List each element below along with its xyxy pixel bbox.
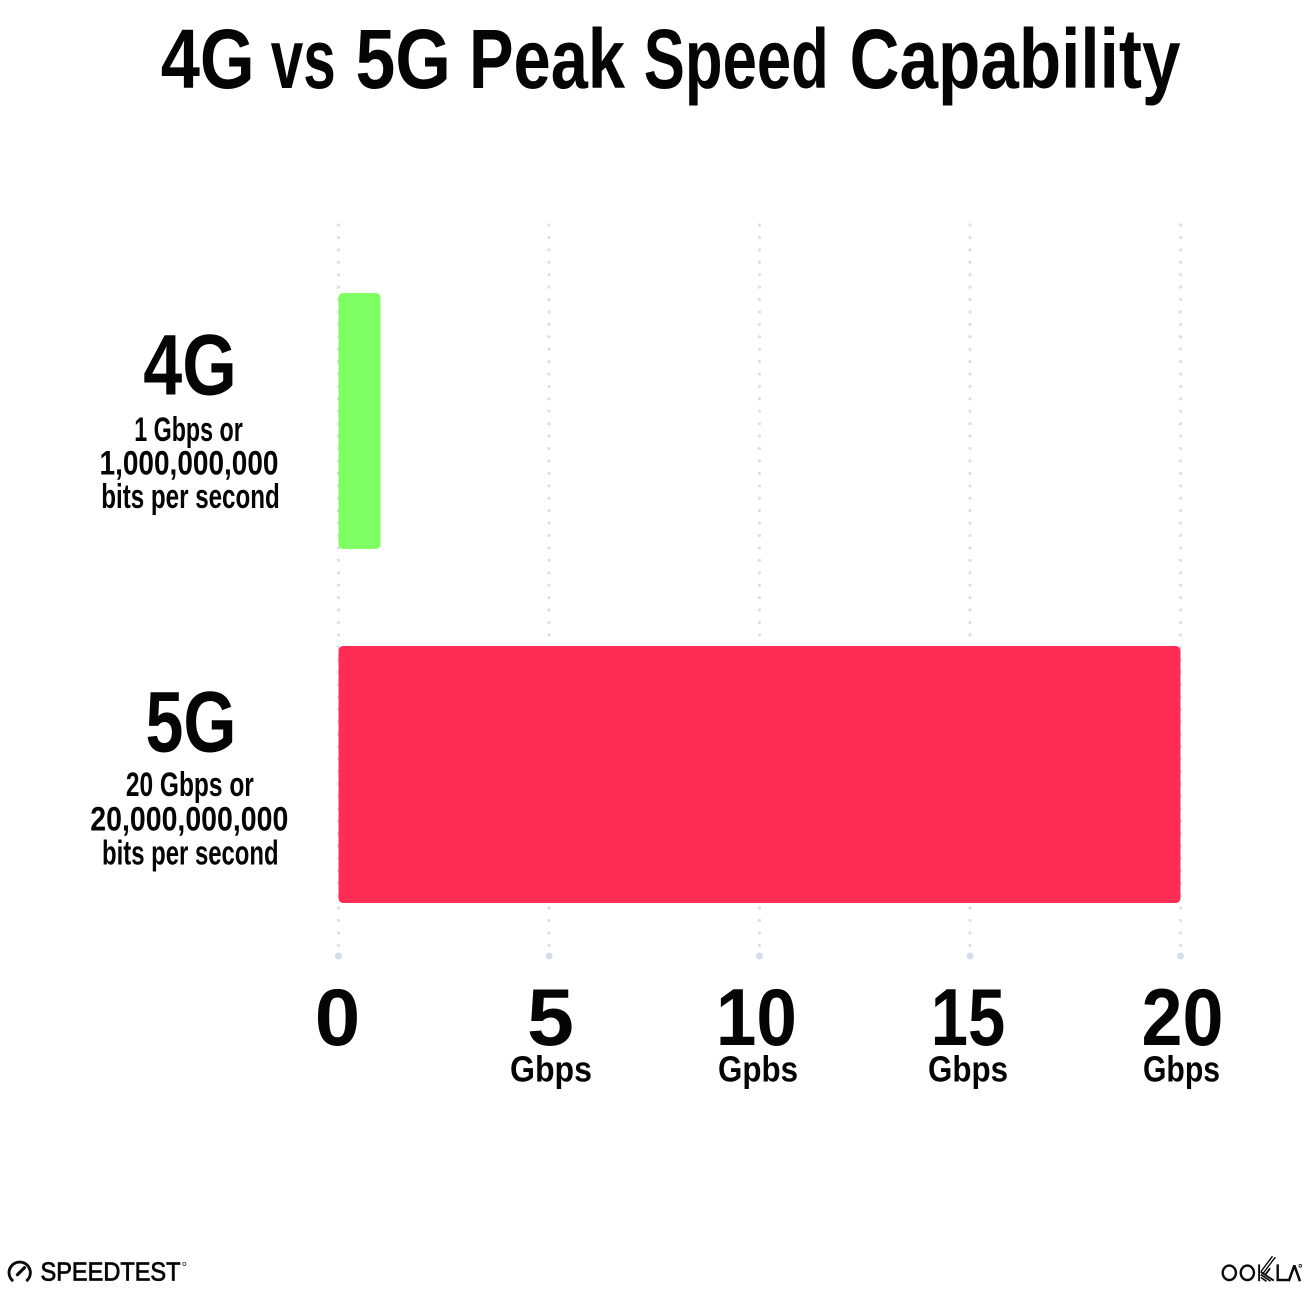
svg-text:Gbps: Gbps: [928, 1049, 1008, 1090]
svg-text:Gbps: Gbps: [1143, 1049, 1220, 1090]
svg-text:20,000,000,000: 20,000,000,000: [90, 801, 288, 839]
svg-text:bits per second: bits per second: [101, 478, 280, 516]
svg-text:5G: 5G: [146, 675, 237, 771]
svg-text:0: 0: [315, 973, 361, 1063]
svg-text:5G: 5G: [356, 12, 452, 106]
svg-text:vs: vs: [271, 12, 336, 106]
svg-text:10: 10: [716, 973, 797, 1063]
svg-text:Peak: Peak: [469, 12, 626, 106]
svg-text:Gpbs: Gpbs: [718, 1049, 798, 1090]
svg-text:4G: 4G: [161, 12, 255, 106]
svg-text:20 Gbps or: 20 Gbps or: [126, 766, 254, 804]
svg-text:Speed: Speed: [644, 12, 829, 106]
svg-text:Capability: Capability: [850, 12, 1181, 106]
svg-text:1,000,000,000: 1,000,000,000: [100, 445, 279, 483]
svg-text:bits per second: bits per second: [102, 835, 279, 873]
svg-text:SPEEDTEST: SPEEDTEST: [41, 1259, 181, 1287]
svg-text:20: 20: [1142, 973, 1224, 1063]
svg-text:1 Gbps or: 1 Gbps or: [134, 411, 243, 449]
svg-text:5: 5: [527, 973, 574, 1063]
svg-text:15: 15: [931, 973, 1006, 1063]
svg-text:Gbps: Gbps: [510, 1049, 592, 1090]
svg-text:4G: 4G: [143, 318, 237, 414]
